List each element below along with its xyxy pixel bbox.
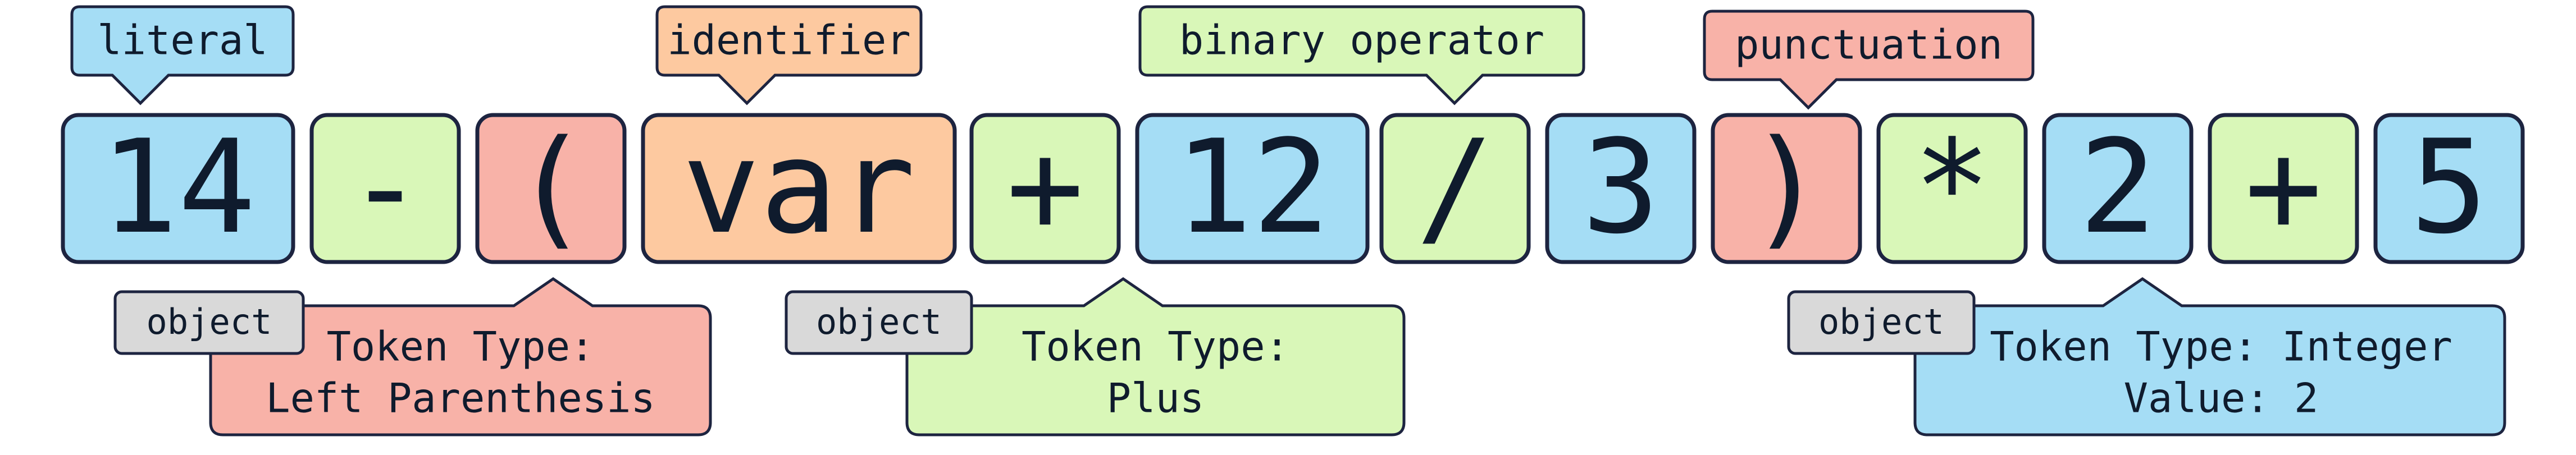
token-box	[969, 113, 1121, 264]
token-box	[309, 113, 461, 264]
object-tag-text: object	[147, 301, 272, 342]
token-2: (	[475, 113, 627, 264]
token-text: 3	[1582, 113, 1659, 263]
token-12: 5	[2373, 113, 2525, 264]
token-4: +	[969, 113, 1121, 264]
token-text: 5	[2410, 113, 2488, 263]
token-text: )	[1748, 113, 1825, 263]
token-9: *	[1876, 113, 2028, 264]
token-3: var	[641, 113, 957, 264]
token-text: *	[1913, 113, 1991, 263]
category-label-literal: literal	[70, 5, 295, 105]
label-text: binary operator	[1179, 17, 1544, 64]
token-box	[1711, 113, 1862, 264]
callout-line-0: Token Type: Integer	[1990, 323, 2452, 370]
token-box	[2208, 113, 2359, 264]
label-bubble	[1703, 10, 2035, 110]
callout-line-1: Plus	[1107, 375, 1204, 422]
category-label-operator: binary operator	[1138, 5, 1585, 105]
object-callout-0: object Token Type: Left Parenthesis	[113, 277, 712, 436]
label-bubble	[655, 5, 923, 105]
token-text: +	[2245, 113, 2322, 263]
label-bubble	[1138, 5, 1585, 105]
label-text: identifier	[667, 17, 910, 64]
token-text: -	[346, 113, 424, 263]
label-text: literal	[97, 17, 267, 64]
token-box	[475, 113, 627, 264]
category-labels: literal identifier binary operator punctuat…	[70, 5, 2035, 110]
object-tag-text: object	[1818, 301, 1944, 342]
token-text: 14	[101, 113, 256, 263]
token-0: 14	[61, 113, 295, 264]
token-10: 2	[2042, 113, 2194, 264]
object-callouts: object Token Type: Left Parenthesis object T…	[113, 277, 2506, 436]
token-box	[61, 113, 295, 264]
token-6: /	[1379, 113, 1531, 264]
token-text: /	[1416, 113, 1494, 263]
token-row: 14-( var +12 / 3) * 2 +5	[61, 113, 2525, 264]
token-text: var	[682, 113, 915, 263]
object-tag	[785, 290, 973, 355]
token-box	[2042, 113, 2194, 264]
token-text: (	[512, 113, 590, 263]
token-text: +	[1006, 113, 1084, 263]
category-label-identifier: identifier	[655, 5, 923, 105]
category-label-punctuation: punctuation	[1703, 10, 2035, 110]
token-box	[1135, 113, 1370, 264]
label-text: punctuation	[1735, 21, 2003, 68]
object-callout-1: object Token Type: Plus	[785, 277, 1406, 436]
object-callout-2: object Token Type: Integer Value: 2	[1787, 277, 2506, 436]
token-5: 12	[1135, 113, 1370, 264]
token-text: 2	[2079, 113, 2156, 263]
token-1: -	[309, 113, 461, 264]
label-bubble	[70, 5, 295, 105]
token-11: +	[2208, 113, 2359, 264]
object-tag	[1787, 290, 1976, 355]
token-box	[2373, 113, 2525, 264]
token-box	[1379, 113, 1531, 264]
callout-line-0: Token Type:	[327, 323, 595, 370]
token-7: 3	[1545, 113, 1697, 264]
token-text: 12	[1175, 113, 1330, 263]
object-tag	[113, 290, 305, 355]
token-box	[1876, 113, 2028, 264]
token-box	[641, 113, 957, 264]
object-tag-text: object	[816, 301, 942, 342]
callout-line-0: Token Type:	[1022, 323, 1289, 370]
callout-line-1: Left Parenthesis	[266, 375, 655, 422]
token-8: )	[1711, 113, 1862, 264]
token-box	[1545, 113, 1697, 264]
callout-line-1: Value: 2	[2124, 375, 2319, 422]
